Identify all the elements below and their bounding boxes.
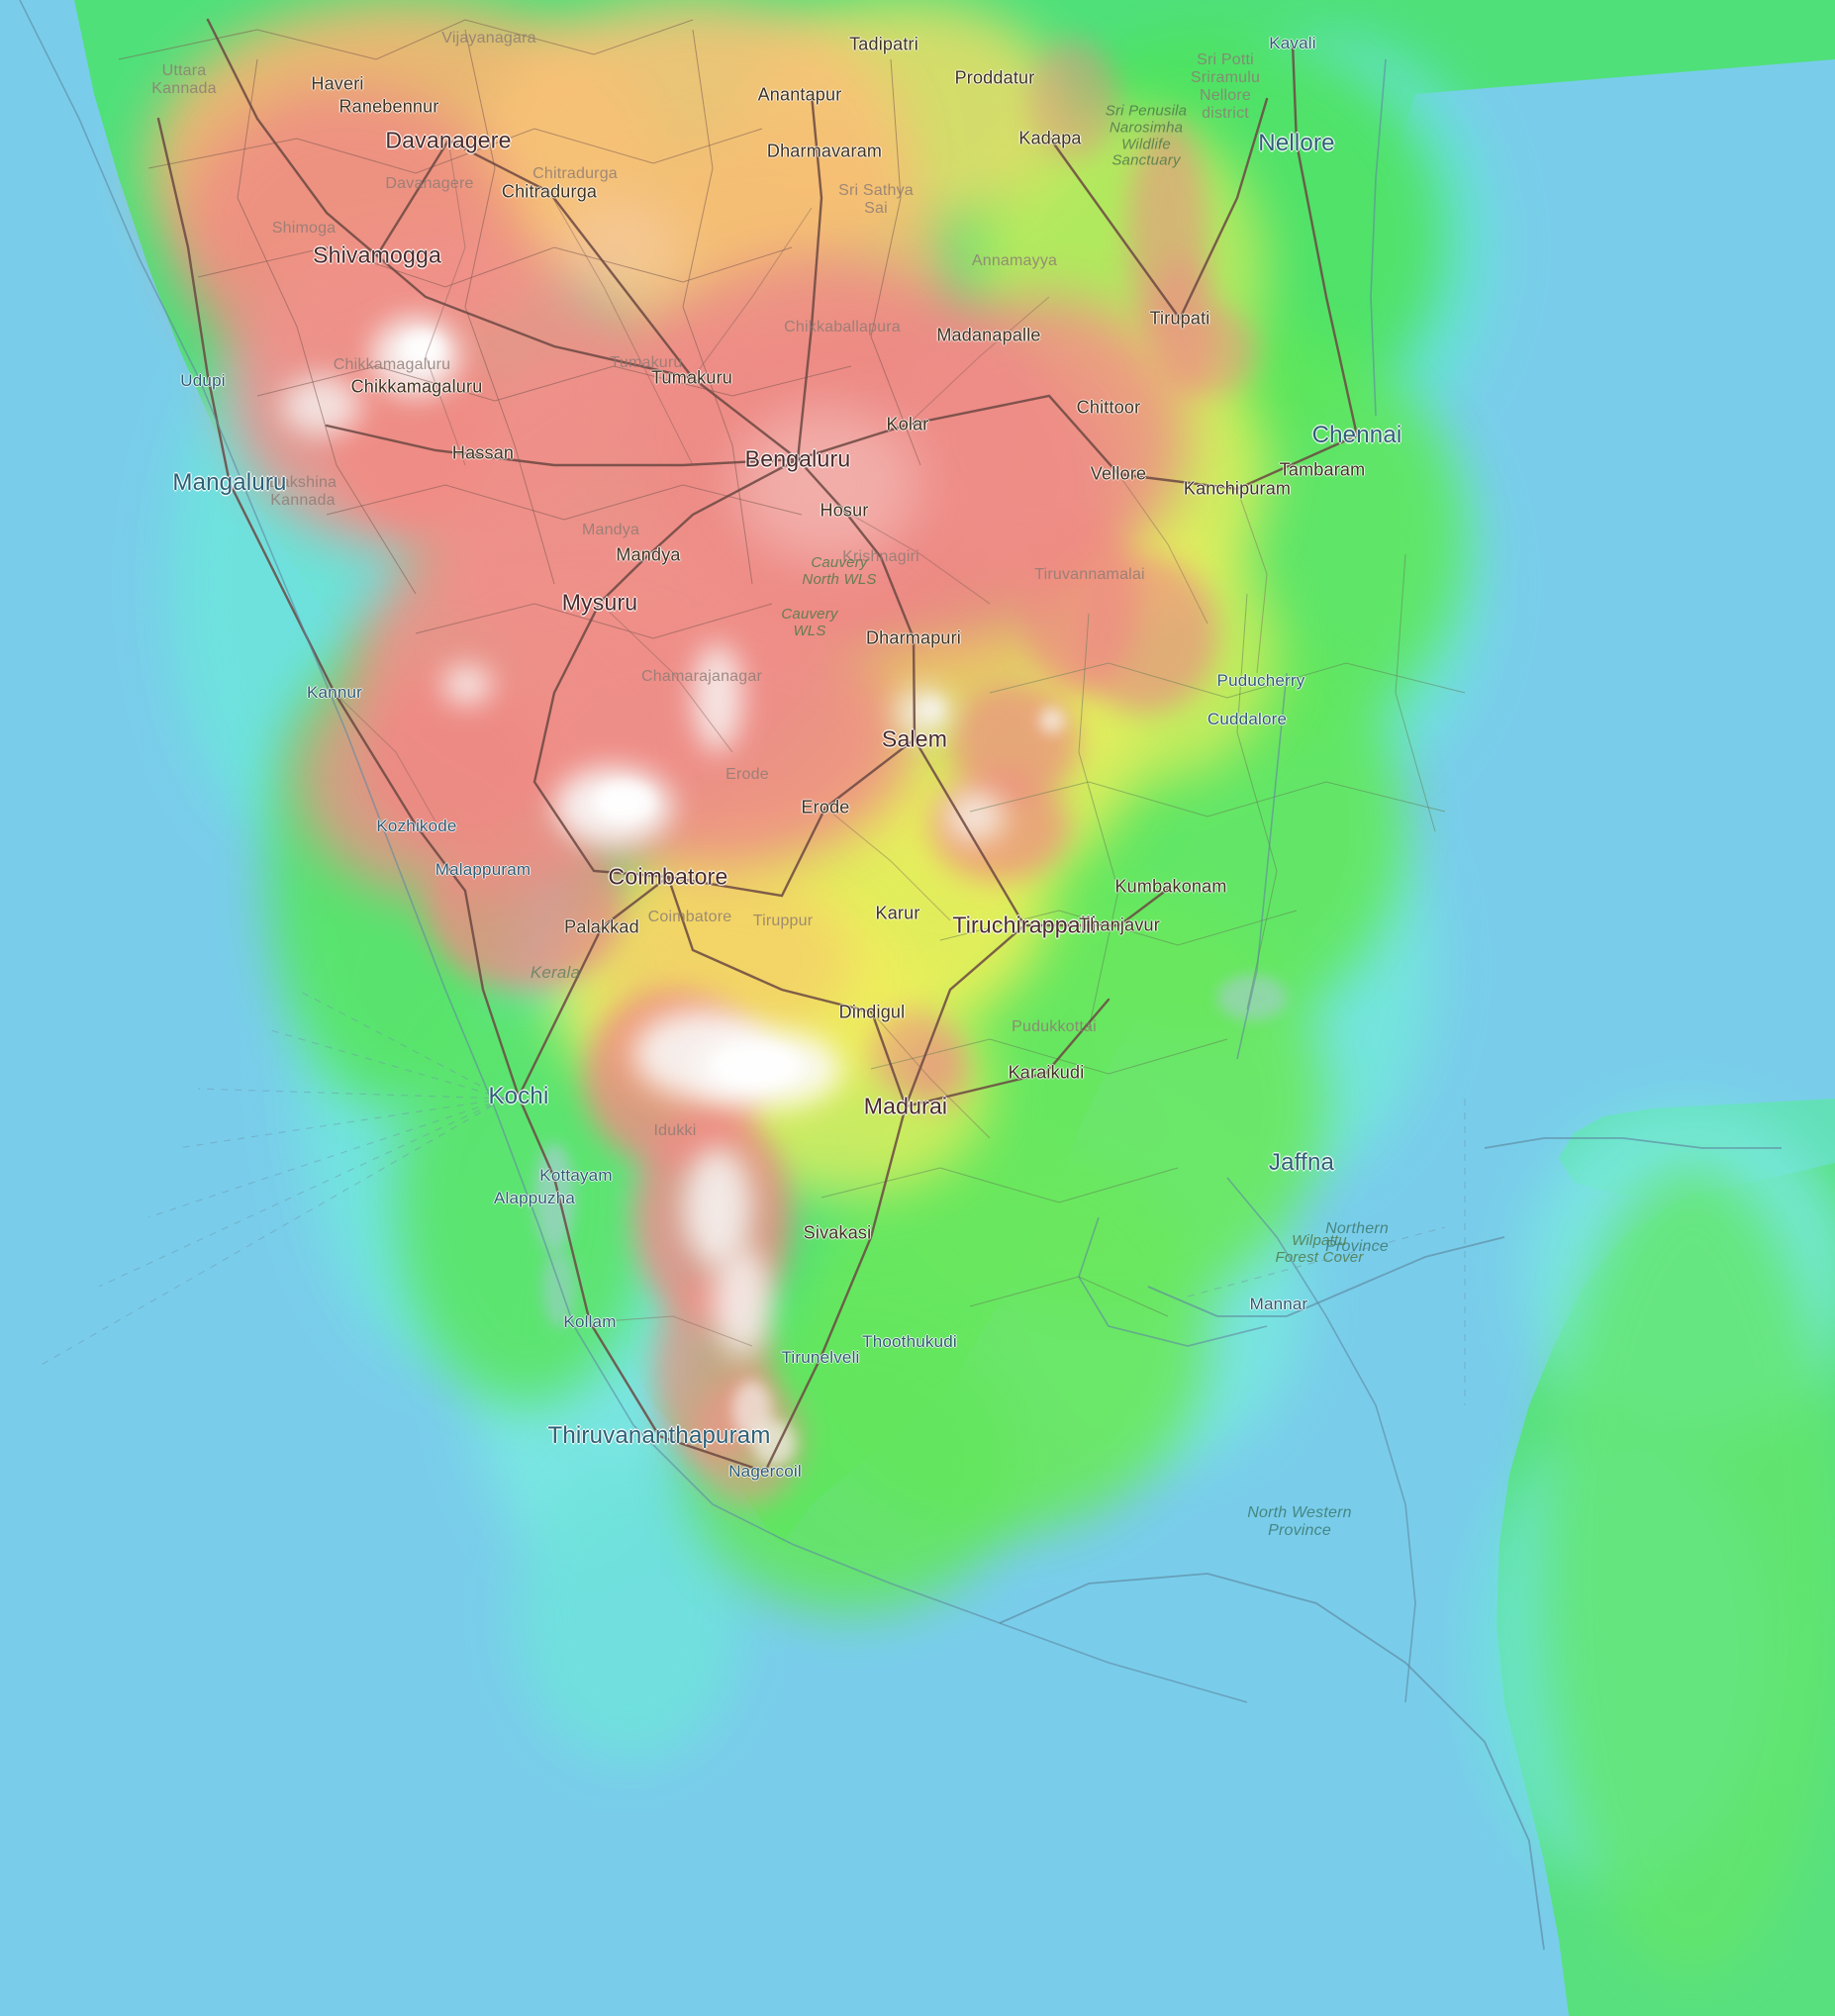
protected-area-label-cauvery-wls: Cauvery WLS [781, 606, 838, 639]
city-label-dharmapuri: Dharmapuri [865, 627, 962, 648]
district-label-tumakuru: Tumakuru [610, 354, 683, 371]
city-label-tambaram: Tambaram [1279, 459, 1366, 480]
district-label-sri-potti-sriramulu-nellore-district: Sri Potti Sriramulu Nellore district [1190, 51, 1261, 122]
city-label-thanjavur: Thanjavur [1079, 914, 1160, 935]
district-label-chikkamagaluru: Chikkamagaluru [333, 356, 451, 373]
city-label-karur: Karur [875, 903, 920, 923]
city-label-bengaluru: Bengaluru [744, 445, 851, 472]
city-label-kolar: Kolar [886, 414, 929, 434]
city-label-hassan: Hassan [451, 442, 515, 463]
city-label-kavali: Kavali [1269, 34, 1316, 52]
city-label-kannur: Kannur [306, 683, 363, 702]
protected-area-label-sri-penusila-narosimha-wildlife-sanctuary: Sri Penusila Narosimha Wildlife Sanctuary [1105, 102, 1188, 169]
state-label-kerala: Kerala [530, 963, 581, 982]
district-label-tiruvannamalai: Tiruvannamalai [1034, 566, 1145, 583]
city-label-proddatur: Proddatur [954, 67, 1035, 88]
district-label-idukki: Idukki [653, 1122, 697, 1139]
city-label-madurai: Madurai [863, 1093, 948, 1119]
city-label-madanapalle: Madanapalle [936, 325, 1041, 345]
city-label-mysuru: Mysuru [561, 589, 638, 616]
district-label-vijayanagara: Vijayanagara [441, 30, 536, 47]
city-label-salem: Salem [881, 725, 948, 752]
city-label-mannar: Mannar [1249, 1295, 1308, 1313]
city-label-chittoor: Chittoor [1076, 397, 1141, 418]
city-label-shivamogga: Shivamogga [313, 241, 441, 268]
city-label-hosur: Hosur [820, 500, 869, 521]
district-label-pudukkottai: Pudukkottai [1012, 1018, 1097, 1035]
city-label-kozhikode: Kozhikode [376, 816, 457, 835]
district-label-tiruppur: Tiruppur [752, 912, 814, 929]
district-label-davanagere: Davanagere [385, 175, 474, 192]
protected-area-label-cauvery-north-wls: Cauvery North WLS [802, 554, 877, 588]
district-label-dakshina-kannada: Dakshina Kannada [268, 474, 338, 509]
city-label-kanchipuram: Kanchipuram [1183, 478, 1292, 499]
city-label-kumbakonam: Kumbakonam [1114, 876, 1227, 897]
city-label-nellore: Nellore [1258, 130, 1335, 156]
city-label-ranebennur: Ranebennur [338, 96, 439, 117]
protected-area-label-wilpattu-forest-cover: Wilpattu Forest Cover [1275, 1232, 1364, 1266]
city-label-mangaluru: Mangaluru [172, 469, 287, 496]
city-label-dindigul: Dindigul [838, 1002, 906, 1022]
city-label-cuddalore: Cuddalore [1207, 710, 1288, 728]
city-label-tiruchirappalli: Tiruchirappalli [952, 912, 1097, 938]
district-label-mandya: Mandya [581, 522, 640, 538]
district-label-uttara-kannada: Uttara Kannada [151, 62, 217, 97]
district-label-chikkaballapura: Chikkaballapura [784, 319, 901, 336]
city-label-thiruvananthapuram: Thiruvananthapuram [547, 1422, 771, 1449]
district-label-coimbatore: Coimbatore [647, 909, 732, 925]
city-label-dharmavaram: Dharmavaram [766, 141, 883, 161]
city-label-anantapur: Anantapur [757, 84, 842, 105]
city-label-kollam: Kollam [563, 1312, 617, 1331]
district-label-erode: Erode [725, 766, 769, 783]
city-label-coimbatore: Coimbatore [608, 863, 728, 890]
city-label-kottayam: Kottayam [539, 1166, 613, 1185]
district-label-krishnagiri: Krishnagiri [842, 548, 919, 565]
district-label-shimoga: Shimoga [271, 220, 337, 237]
city-label-palakkad: Palakkad [564, 916, 639, 937]
city-label-davanagere: Davanagere [385, 127, 512, 153]
city-label-kadapa: Kadapa [1018, 128, 1082, 148]
city-label-alappuzha: Alappuzha [493, 1189, 576, 1207]
city-label-tirupati: Tirupati [1149, 308, 1210, 329]
city-label-puducherry: Puducherry [1216, 671, 1305, 690]
district-label-annamayya: Annamayya [971, 252, 1058, 269]
city-label-thoothukudi: Thoothukudi [862, 1332, 957, 1351]
city-label-vellore: Vellore [1090, 463, 1147, 484]
province-label-northern-province: Northern Province [1325, 1220, 1389, 1255]
district-label-chitradurga: Chitradurga [532, 165, 618, 182]
city-label-kochi: Kochi [488, 1083, 549, 1109]
city-label-chitradurga: Chitradurga [501, 181, 598, 202]
city-label-haveri: Haveri [311, 73, 364, 94]
province-label-north-western-province: North Western Province [1247, 1504, 1352, 1539]
district-label-sri-sathya-sai: Sri Sathya Sai [838, 182, 914, 217]
city-label-chikkamagaluru: Chikkamagaluru [350, 376, 483, 397]
city-label-nagercoil: Nagercoil [728, 1462, 802, 1481]
city-label-tumakuru: Tumakuru [651, 367, 732, 388]
city-label-tadipatri: Tadipatri [849, 34, 918, 54]
city-label-malappuram: Malappuram [435, 860, 531, 879]
city-label-sivakasi: Sivakasi [803, 1222, 872, 1243]
city-label-karaikudi: Karaikudi [1008, 1062, 1085, 1083]
city-label-jaffna: Jaffna [1268, 1149, 1335, 1176]
city-label-tirunelveli: Tirunelveli [781, 1348, 860, 1367]
city-label-udupi: Udupi [180, 371, 226, 390]
city-label-chennai: Chennai [1311, 422, 1402, 448]
city-label-mandya: Mandya [616, 544, 681, 565]
city-label-erode: Erode [801, 797, 850, 817]
district-label-chamarajanagar: Chamarajanagar [641, 668, 762, 685]
